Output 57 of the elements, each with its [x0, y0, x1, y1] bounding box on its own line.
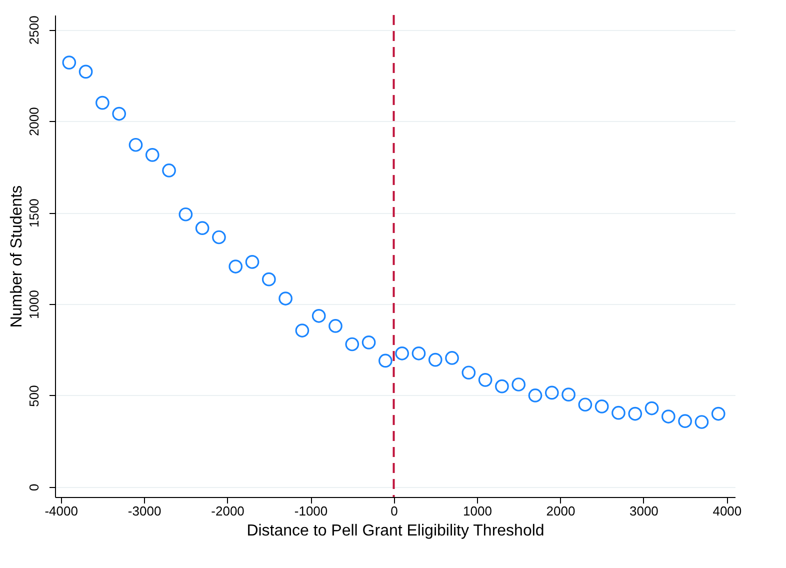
point	[612, 406, 626, 420]
point	[245, 255, 260, 269]
x-tick-label: 3000	[629, 504, 658, 518]
y-tick-label: 2500	[26, 16, 42, 45]
point	[628, 406, 642, 421]
point	[96, 96, 110, 110]
point	[661, 410, 676, 424]
point	[62, 56, 76, 70]
y-tick-label: 2000	[26, 107, 42, 136]
point	[295, 324, 310, 338]
point	[512, 378, 526, 392]
point	[78, 64, 93, 79]
point	[278, 292, 292, 306]
point	[178, 207, 193, 222]
point	[395, 346, 409, 360]
point	[428, 352, 442, 367]
point	[495, 379, 509, 394]
y-tick-label: 1000	[26, 290, 42, 319]
point	[195, 221, 210, 236]
point	[378, 354, 392, 368]
y-axis-title: Number of Students	[8, 185, 26, 328]
x-tick-label: 0	[390, 504, 398, 518]
x-tick-label: 1000	[463, 504, 492, 518]
point	[262, 272, 276, 286]
point	[462, 366, 476, 380]
point	[328, 319, 342, 333]
point	[694, 415, 709, 429]
point	[594, 400, 609, 414]
x-tick-label: 2000	[546, 504, 576, 518]
x-axis-title: Distance to Pell Grant Eligibility Threshold	[246, 522, 544, 540]
point	[528, 388, 542, 402]
point	[644, 401, 659, 416]
point	[578, 398, 592, 412]
x-tick-label: -4000	[44, 504, 78, 518]
y-tick-label: 500	[26, 385, 42, 407]
point	[112, 106, 126, 121]
point	[362, 336, 376, 350]
point	[312, 308, 326, 323]
point	[445, 351, 459, 365]
point	[212, 230, 226, 244]
y-tick-label: 1500	[26, 198, 42, 228]
x-tick-label: -1000	[294, 504, 328, 518]
x-tick-label: 4000	[712, 504, 742, 518]
point	[478, 373, 492, 387]
point	[562, 388, 576, 402]
point	[678, 414, 692, 428]
point	[228, 260, 243, 274]
point	[711, 406, 726, 421]
point	[345, 337, 360, 352]
point	[544, 386, 559, 400]
point	[128, 138, 143, 152]
x-tick-label: -2000	[211, 504, 244, 518]
point	[412, 346, 426, 360]
x-tick-label: -3000	[128, 504, 162, 518]
point	[145, 148, 160, 162]
point	[162, 164, 176, 178]
y-tick-label: 0	[26, 484, 42, 492]
